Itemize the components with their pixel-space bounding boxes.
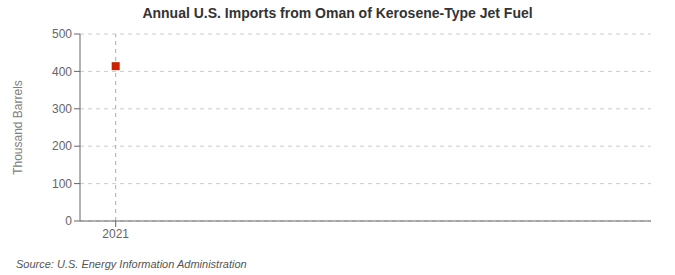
svg-text:2021: 2021	[102, 227, 129, 241]
html-text:Source: U.S. Energy Informatio: Source: U.S. Energy Information Administ…	[16, 258, 247, 270]
svg-text:Thousand Barrels: Thousand Barrels	[11, 80, 25, 175]
svg-text:500: 500	[52, 27, 72, 41]
svg-text:300: 300	[52, 102, 72, 116]
svg-text:0: 0	[65, 214, 72, 228]
svg-text:200: 200	[52, 139, 72, 153]
html-text:Annual U.S. Imports from Oman: Annual U.S. Imports from Oman of Kerosen…	[142, 5, 533, 21]
svg-text:100: 100	[52, 177, 72, 191]
svg-text:400: 400	[52, 65, 72, 79]
